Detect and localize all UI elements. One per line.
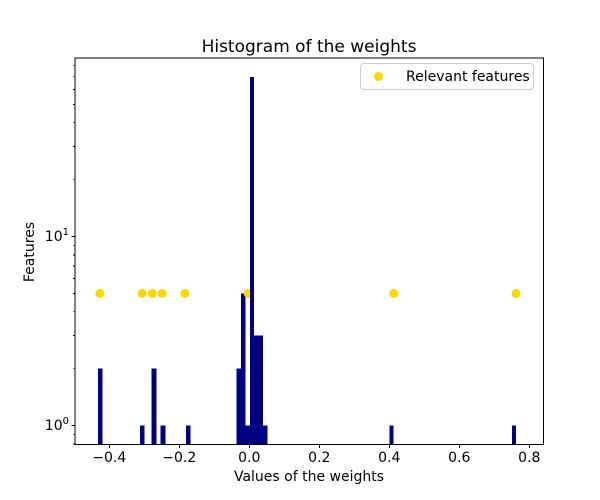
histogram-bar xyxy=(263,425,268,445)
histogram-bar xyxy=(254,335,259,445)
y-tick-label: 101 xyxy=(45,227,69,245)
histogram-bar xyxy=(139,425,145,445)
legend-gold-dot-icon xyxy=(374,72,383,81)
y-axis-label: Features xyxy=(22,221,38,283)
histogram-bar xyxy=(160,425,166,445)
scatter-point xyxy=(389,289,399,298)
legend: Relevant features xyxy=(360,63,534,90)
legend-label: Relevant features xyxy=(406,68,530,85)
x-tick-label: −0.2 xyxy=(162,450,196,466)
scatter-point xyxy=(180,289,190,298)
histogram-bar xyxy=(241,293,246,445)
histogram-bar xyxy=(389,425,394,445)
histogram-bar xyxy=(98,368,103,445)
y-tick-label: 100 xyxy=(45,416,69,434)
scatter-point xyxy=(157,289,167,298)
x-tick-label: 0.2 xyxy=(308,450,330,466)
histogram-bar xyxy=(258,335,263,445)
histogram-bar xyxy=(249,76,255,445)
histogram-bar xyxy=(245,425,250,445)
x-axis-label: Values of the weights xyxy=(233,469,385,485)
histogram-bar xyxy=(236,368,241,445)
scatter-point xyxy=(137,289,147,298)
x-tick-label: 0.0 xyxy=(238,450,260,466)
x-tick-label: 0.6 xyxy=(448,450,470,466)
x-tick-label: 0.4 xyxy=(378,450,400,466)
histogram-bar xyxy=(511,425,517,445)
histogram-bar xyxy=(151,368,157,445)
x-tick-label: −0.4 xyxy=(92,450,126,466)
x-tick-label: 0.8 xyxy=(518,450,540,466)
chart-title: Histogram of the weights xyxy=(201,37,417,57)
histogram-bar xyxy=(186,425,191,445)
plot-spines xyxy=(74,57,544,445)
scatter-point xyxy=(511,289,521,298)
scatter-point xyxy=(95,289,105,298)
scatter-point xyxy=(147,289,157,298)
